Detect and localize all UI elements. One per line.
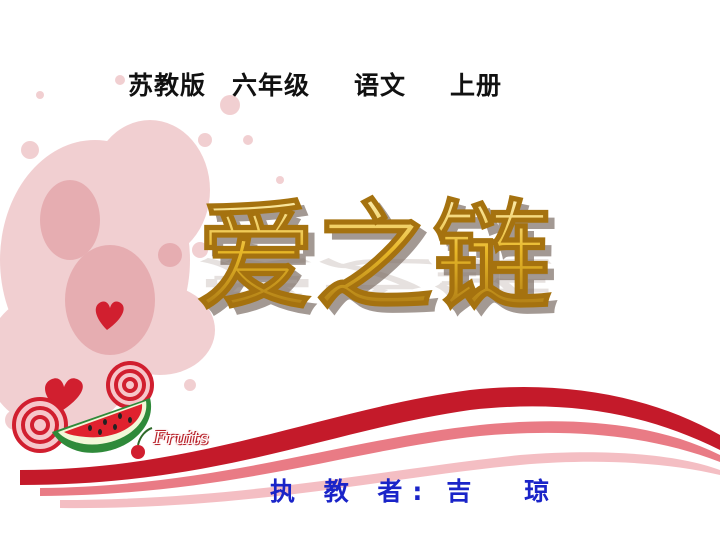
paint-splash <box>0 75 284 430</box>
title-text: 爱之链 <box>197 188 551 326</box>
teacher-line: 执 教 者: 吉 琼 <box>270 472 571 508</box>
lesson-title: 爱之链 爱之链 爱之链 <box>160 170 580 340</box>
volume-text: 上册 <box>450 71 503 100</box>
title-reflection: 爱之链 <box>198 252 553 300</box>
spiral-lollipop-icon <box>12 397 68 453</box>
subject-text: 语文 <box>354 71 407 100</box>
course-subtitle: 苏教版 六年级 语文 上册 <box>128 66 502 102</box>
cherry-icon <box>131 427 153 459</box>
watermelon-icon <box>52 398 152 453</box>
teacher-name: 吉 琼 <box>446 477 572 506</box>
teacher-label: 执 教 者: <box>270 477 433 506</box>
grade-text: 六年级 <box>232 71 311 100</box>
title-shadow: 爱之链 <box>204 195 558 333</box>
red-wave-ribbon <box>20 387 720 509</box>
publisher-text: 苏教版 <box>128 71 207 100</box>
heart-icon <box>95 301 124 330</box>
fruits-logo-text: Fruits <box>154 428 209 449</box>
